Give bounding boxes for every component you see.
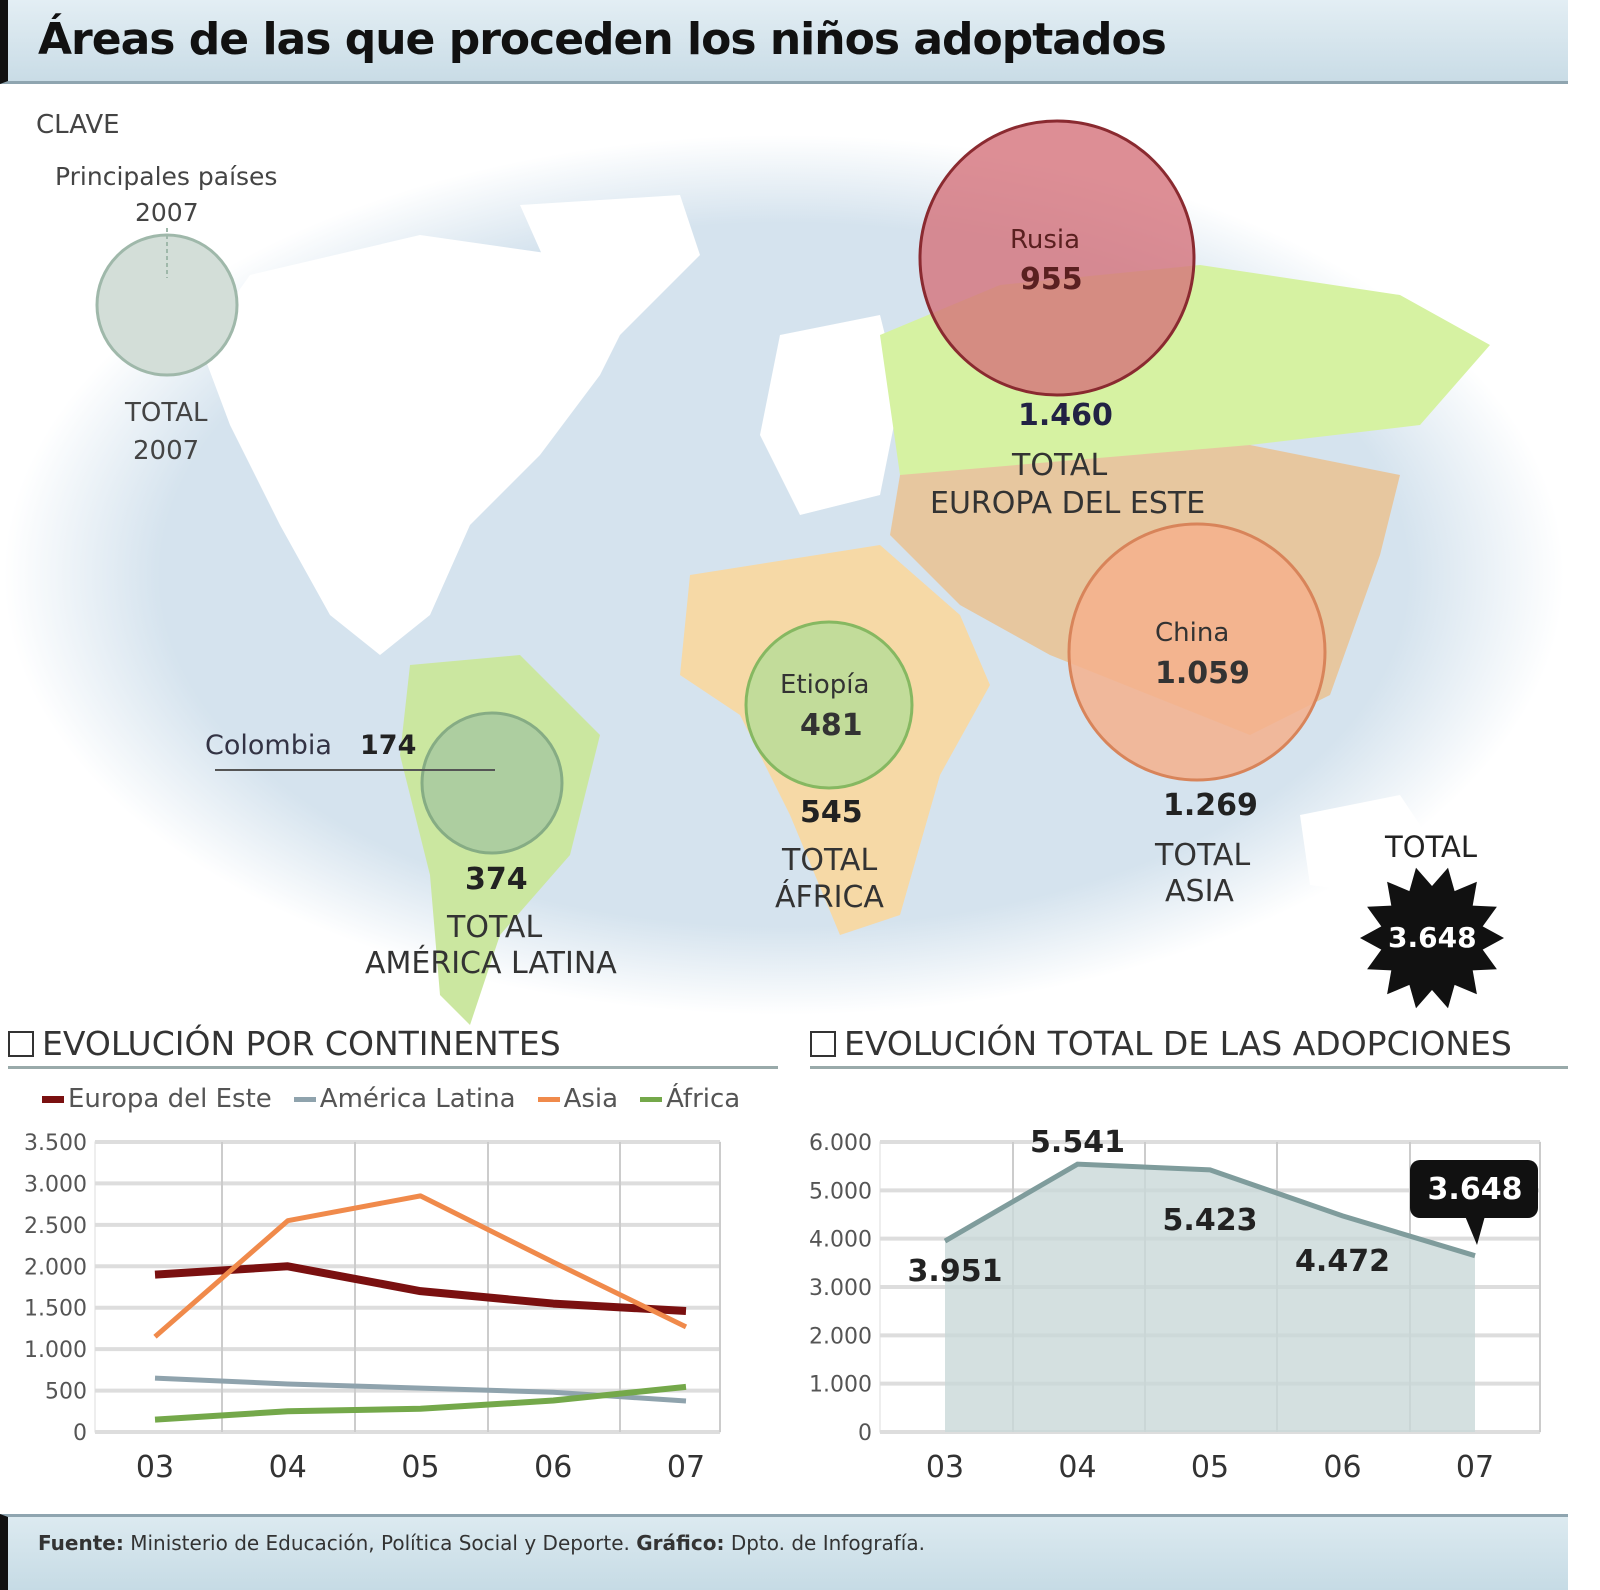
y-tick-label: 1.000 [809, 1373, 872, 1398]
section-box-icon [810, 1030, 836, 1057]
y-tick-label: 4.000 [809, 1228, 872, 1253]
x-tick-label: 04 [269, 1450, 307, 1485]
divider [8, 1066, 778, 1069]
oceania [1300, 795, 1440, 895]
ethiopia-label: Etiopía [780, 670, 870, 700]
europa-region-name: EUROPA DEL ESTE [930, 486, 1206, 521]
colombia-label: Colombia [205, 730, 332, 761]
total-area-chart: 0 1.000 2.000 3.000 4.000 5.000 6.000 03 04 05 06 0… [809, 1125, 1541, 1485]
legend-item-africa: África [640, 1084, 740, 1114]
africa-total-label: TOTAL [782, 843, 878, 878]
asia-total-label: TOTAL [1155, 838, 1251, 873]
bubbles [215, 119, 1504, 1009]
key-circle [95, 228, 239, 377]
footer: Fuente: Ministerio de Educación, Polític… [0, 1514, 1568, 1590]
x-tick-label: 04 [1058, 1450, 1096, 1485]
legend-item-asia: Asia [537, 1084, 618, 1114]
europa-total-label: TOTAL [1012, 448, 1108, 483]
ethiopia-bubble [744, 620, 914, 790]
section-total: EVOLUCIÓN TOTAL DE LAS ADOPCIONES [810, 1024, 1512, 1063]
y-tick-label: 0 [73, 1421, 87, 1446]
colombia-value: 174 [360, 730, 417, 761]
key-bottom-year: 2007 [133, 436, 200, 466]
y-tick-label: 2.000 [809, 1324, 872, 1349]
x-tick-label: 06 [1323, 1450, 1361, 1485]
y-tick-label: 3.000 [24, 1172, 87, 1197]
y-tick-label: 6.000 [809, 1131, 872, 1156]
legend: Europa del Este América Latina Asia Áfri… [42, 1084, 740, 1114]
data-label: 3.951 [908, 1254, 1003, 1289]
china-label: China [1155, 618, 1230, 648]
latina-total: 374 [465, 862, 528, 897]
title-bar: Áreas de las que proceden los niños adop… [0, 0, 1568, 84]
grand-total-value: 3.648 [1388, 921, 1477, 954]
data-label: 4.472 [1295, 1244, 1390, 1279]
callout-pointer [1465, 1216, 1485, 1245]
data-label: 3.648 [1428, 1172, 1523, 1207]
x-tick-label: 06 [534, 1450, 572, 1485]
legend-item-europa: Europa del Este [42, 1084, 272, 1114]
asia-total: 1.269 [1163, 788, 1258, 823]
section-box-icon [8, 1030, 34, 1057]
data-label: 5.423 [1163, 1203, 1258, 1238]
latina-total-label: TOTAL [447, 910, 543, 945]
russia-label: Rusia [1010, 225, 1081, 255]
x-tick-label: 03 [136, 1450, 174, 1485]
x-tick-label: 05 [1191, 1450, 1229, 1485]
total-star [1360, 867, 1504, 1009]
callout-box [1410, 1160, 1538, 1218]
y-tick-label: 2.500 [24, 1214, 87, 1239]
continents-chart-title: EVOLUCIÓN POR CONTINENTES [42, 1024, 561, 1063]
china-bubble [1067, 522, 1327, 782]
y-tick-label: 0 [858, 1421, 872, 1446]
footer-credits: Fuente: Ministerio de Educación, Polític… [38, 1531, 925, 1555]
y-tick-label: 500 [45, 1380, 87, 1405]
continents-line-chart: 0 500 1.000 1.500 2.000 2.500 3.000 3.500 03 04 05… [24, 1131, 721, 1485]
greenland [520, 195, 700, 335]
africa-region-name: ÁFRICA [775, 880, 884, 915]
ethiopia-value: 481 [800, 708, 863, 743]
page-title: Áreas de las que proceden los niños adop… [38, 14, 1167, 65]
y-tick-label: 2.000 [24, 1255, 87, 1280]
russia-bubble [918, 119, 1196, 397]
total-line [943, 1161, 1476, 1259]
x-tick-label: 07 [1456, 1450, 1494, 1485]
data-label: 5.541 [1030, 1125, 1125, 1160]
y-tick-label: 1.500 [24, 1297, 87, 1322]
x-tick-label: 07 [667, 1450, 705, 1485]
north-america [200, 235, 640, 655]
europa-total: 1.460 [1018, 398, 1113, 433]
asia-region-name: ASIA [1165, 874, 1234, 909]
series-line-europa-del-este [154, 1262, 687, 1316]
legend-item-latina: América Latina [293, 1084, 516, 1114]
section-continents: EVOLUCIÓN POR CONTINENTES [8, 1024, 561, 1063]
y-tick-label: 1.000 [24, 1338, 87, 1363]
africa-total: 545 [800, 795, 863, 830]
divider [810, 1066, 1568, 1069]
y-tick-label: 5.000 [809, 1179, 872, 1204]
total-area [945, 1164, 1475, 1432]
y-tick-label: 3.000 [809, 1276, 872, 1301]
series-line-áfrica [154, 1383, 687, 1423]
x-tick-label: 03 [926, 1450, 964, 1485]
latina-region-name: AMÉRICA LATINA [365, 946, 617, 981]
western-europe [760, 315, 900, 515]
series-line-asia [153, 1193, 688, 1339]
china-value: 1.059 [1155, 656, 1250, 691]
y-tick-label: 3.500 [24, 1131, 87, 1156]
x-tick-label: 05 [401, 1450, 439, 1485]
key-top-label: Principales países [55, 162, 278, 191]
colombia-bubble [420, 711, 564, 855]
key-top-year: 2007 [135, 198, 199, 227]
grand-total-label: TOTAL [1385, 830, 1477, 864]
russia-value: 955 [1020, 262, 1083, 297]
key-bottom-label: TOTAL [125, 398, 208, 428]
key-label: CLAVE [36, 110, 120, 140]
total-chart-title: EVOLUCIÓN TOTAL DE LAS ADOPCIONES [844, 1024, 1512, 1063]
